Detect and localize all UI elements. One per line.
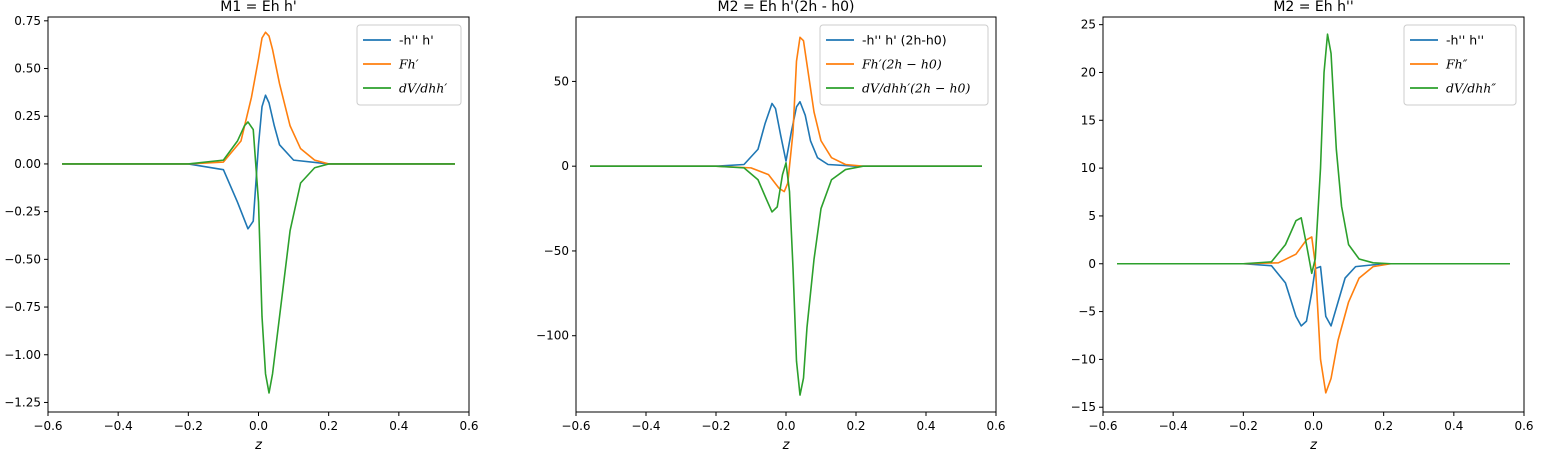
legend-box [1403, 24, 1517, 106]
x-tick-label: −0.6 [561, 419, 590, 433]
y-tick-label: 0.25 [14, 109, 41, 123]
x-tick-label: −0.2 [174, 419, 203, 433]
y-tick-label: 5 [1088, 209, 1096, 223]
legend-label: -h'' h'' [1446, 33, 1484, 48]
x-tick-label: 0.2 [319, 419, 338, 433]
series-line-3 [590, 161, 982, 396]
y-tick-label: −50 [544, 244, 569, 258]
y-tick-label: −5 [1078, 305, 1096, 319]
y-tick-label: −15 [1071, 400, 1096, 414]
x-tick-label: 0.0 [1304, 419, 1323, 433]
y-tick-label: −1.00 [4, 348, 41, 362]
legend-box [356, 24, 462, 106]
y-tick-label: 50 [554, 74, 569, 88]
y-tick-label: −0.25 [4, 205, 41, 219]
chart-panel-3: M2 = Eh h'' −0.6 −0.4 −0.2 0.0 0.2 0.4 0.6 −15 −1… [1071, 0, 1534, 450]
chart-title: M2 = Eh h'' [1273, 0, 1353, 15]
y-tick-label: 25 [1081, 18, 1096, 32]
x-tick-label: 0.4 [389, 419, 408, 433]
legend: -h'' h'' Fh″ dV/dhh″ [1403, 24, 1517, 106]
x-tick-label: 0.2 [1374, 419, 1393, 433]
chart-title: M2 = Eh h'(2h - h0) [718, 0, 855, 15]
legend-label: dV/dhh″ [1446, 81, 1496, 96]
x-tick-label: 0.4 [916, 419, 935, 433]
x-tick-label: 0.0 [776, 419, 795, 433]
legend-label: -h'' h' (2h-h0) [862, 33, 947, 48]
series-line-2 [62, 31, 455, 165]
legend-box [819, 24, 989, 106]
y-tick-label: −0.75 [4, 300, 41, 314]
series-line-2 [590, 36, 982, 193]
legend-label: dV/dhh′ [399, 81, 447, 96]
y-tick-label: 0 [1088, 257, 1096, 271]
y-tick-label: 10 [1081, 161, 1096, 175]
y-tick-label: 20 [1081, 65, 1096, 79]
x-tick-label: 0.6 [1514, 419, 1533, 433]
legend-label: Fh′(2h − h0) [861, 57, 942, 72]
series-line-3 [1117, 33, 1510, 275]
x-tick-label: 0.2 [846, 419, 865, 433]
x-axis-label: z [254, 438, 263, 450]
chart-title: M1 = Eh h' [220, 0, 297, 15]
y-tick-label: 0 [561, 159, 569, 173]
x-tick-label: −0.2 [701, 419, 730, 433]
x-tick-label: −0.4 [104, 419, 133, 433]
legend-label: dV/dhh′(2h − h0) [862, 81, 970, 96]
y-tick-label: 0.75 [14, 14, 41, 28]
series-line-3 [62, 121, 455, 394]
series-line-1 [590, 100, 982, 167]
x-tick-label: −0.6 [1088, 419, 1117, 433]
x-tick-label: −0.6 [33, 419, 62, 433]
x-tick-label: 0.4 [1444, 419, 1463, 433]
y-tick-label: 0.50 [14, 62, 41, 76]
x-tick-label: 0.6 [459, 419, 478, 433]
x-tick-label: −0.4 [631, 419, 660, 433]
y-tick-label: −100 [536, 329, 569, 343]
series-line-2 [1117, 236, 1510, 394]
legend-label: Fh″ [1445, 57, 1468, 72]
legend-label: Fh′ [398, 57, 419, 72]
legend: -h'' h' (2h-h0) Fh′(2h − h0) dV/dhh′(2h − … [819, 24, 989, 106]
legend: -h'' h' Fh′ dV/dhh′ [356, 24, 462, 106]
y-tick-label: −10 [1071, 352, 1096, 366]
x-tick-label: 0.6 [986, 419, 1005, 433]
y-tick-label: 0.00 [14, 157, 41, 171]
chart-panel-2: M2 = Eh h'(2h - h0) −0.6 −0.4 −0.2 0.0 0.2 0.4… [536, 0, 1006, 450]
legend-label: -h'' h' [399, 33, 434, 48]
chart-panel-1: M1 = Eh h' −0.6 −0.4 −0.2 0.0 0.2 0.4 0.6 −1.25 −… [4, 0, 478, 450]
x-axis-label: z [782, 438, 791, 450]
x-tick-label: −0.2 [1229, 419, 1258, 433]
series-line-1 [62, 94, 455, 230]
x-tick-label: −0.4 [1159, 419, 1188, 433]
x-axis-label: z [1309, 438, 1318, 450]
y-tick-label: −0.50 [4, 252, 41, 266]
y-tick-label: 15 [1081, 113, 1096, 127]
series-line-1 [1117, 262, 1510, 327]
x-tick-label: 0.0 [249, 419, 268, 433]
y-tick-label: −1.25 [4, 395, 41, 409]
